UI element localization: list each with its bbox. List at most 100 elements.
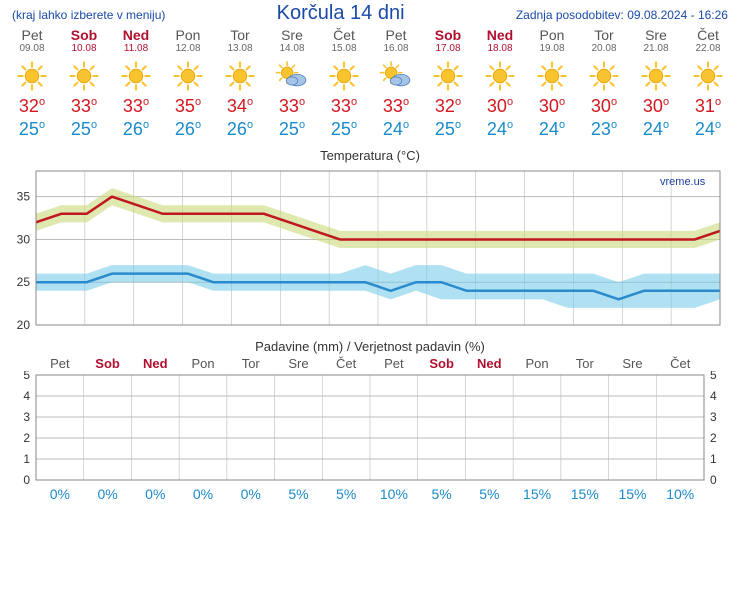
temp-high: 30o [630, 96, 682, 117]
day-date: 14.08 [266, 43, 318, 54]
day-column: Sob 10.08 33o 25o [58, 25, 110, 144]
weather-icon [6, 54, 58, 94]
day-name: Sob [58, 27, 110, 43]
weather-icon [58, 54, 110, 94]
weather-icon [474, 54, 526, 94]
weather-icon [318, 54, 370, 94]
temp-low: 24o [526, 119, 578, 140]
header: (kraj lahko izberete v meniju) Korčula 1… [0, 0, 740, 25]
day-date: 18.08 [474, 43, 526, 54]
precip-day-label: Sob [418, 356, 466, 371]
svg-text:35: 35 [17, 190, 31, 204]
day-column: Pet 09.08 32o 25o [6, 25, 58, 144]
precip-chart-block: Padavine (mm) / Verjetnost padavin (%) P… [0, 339, 740, 502]
temp-high: 30o [578, 96, 630, 117]
temp-high: 33o [58, 96, 110, 117]
day-date: 12.08 [162, 43, 214, 54]
precip-probabilities: 0%0%0%0%0%5%5%10%5%5%15%15%15%10% [0, 486, 740, 502]
weather-icon [630, 54, 682, 94]
forecast-table: Pet 09.08 32o 25o Sob 10.08 33o 25o Ned … [0, 25, 740, 144]
temp-high: 31o [682, 96, 734, 117]
day-date: 15.08 [318, 43, 370, 54]
day-date: 16.08 [370, 43, 422, 54]
precip-prob-value: 0% [36, 486, 84, 502]
precip-day-label: Pon [179, 356, 227, 371]
precip-prob-value: 0% [179, 486, 227, 502]
day-date: 10.08 [58, 43, 110, 54]
svg-text:20: 20 [17, 318, 31, 332]
day-name: Pet [370, 27, 422, 43]
temp-low: 25o [422, 119, 474, 140]
temperature-chart-block: Temperatura (°C) 20253035vreme.us [0, 148, 740, 335]
precip-prob-value: 5% [322, 486, 370, 502]
svg-text:3: 3 [23, 410, 30, 424]
precip-day-label: Sre [609, 356, 657, 371]
temp-low: 26o [110, 119, 162, 140]
weather-icon [578, 54, 630, 94]
precip-day-label: Ned [465, 356, 513, 371]
svg-text:25: 25 [17, 275, 31, 289]
day-column: Sob 17.08 32o 25o [422, 25, 474, 144]
day-column: Čet 15.08 33o 25o [318, 25, 370, 144]
day-name: Pet [6, 27, 58, 43]
temp-high: 32o [6, 96, 58, 117]
day-date: 21.08 [630, 43, 682, 54]
page-title: Korčula 14 dni [277, 2, 405, 25]
precip-day-label: Pet [36, 356, 84, 371]
svg-text:1: 1 [710, 452, 717, 466]
svg-text:4: 4 [710, 389, 717, 403]
temp-low: 26o [214, 119, 266, 140]
temp-high: 33o [266, 96, 318, 117]
precip-prob-value: 10% [370, 486, 418, 502]
day-column: Pet 16.08 33o 24o [370, 25, 422, 144]
temp-low: 24o [682, 119, 734, 140]
svg-text:2: 2 [23, 431, 30, 445]
temp-low: 26o [162, 119, 214, 140]
precip-prob-value: 15% [513, 486, 561, 502]
day-name: Sob [422, 27, 474, 43]
day-date: 17.08 [422, 43, 474, 54]
precip-prob-value: 0% [131, 486, 179, 502]
precip-day-label: Čet [656, 356, 704, 371]
svg-text:1: 1 [23, 452, 30, 466]
precip-chart: 001122334455 [0, 371, 740, 486]
temp-low: 25o [6, 119, 58, 140]
day-name: Čet [682, 27, 734, 43]
day-column: Sre 14.08 33o 25o [266, 25, 318, 144]
day-name: Tor [578, 27, 630, 43]
day-date: 11.08 [110, 43, 162, 54]
day-name: Ned [474, 27, 526, 43]
day-column: Tor 20.08 30o 23o [578, 25, 630, 144]
day-date: 13.08 [214, 43, 266, 54]
day-name: Čet [318, 27, 370, 43]
day-date: 09.08 [6, 43, 58, 54]
precip-prob-value: 5% [275, 486, 323, 502]
precip-prob-value: 5% [465, 486, 513, 502]
day-date: 19.08 [526, 43, 578, 54]
day-column: Čet 22.08 31o 24o [682, 25, 734, 144]
precip-day-label: Sre [275, 356, 323, 371]
temp-low: 23o [578, 119, 630, 140]
temp-low: 24o [474, 119, 526, 140]
temp-high: 34o [214, 96, 266, 117]
weather-icon [266, 54, 318, 94]
day-date: 20.08 [578, 43, 630, 54]
temp-high: 33o [318, 96, 370, 117]
temp-low: 25o [318, 119, 370, 140]
svg-text:4: 4 [23, 389, 30, 403]
precip-prob-value: 10% [656, 486, 704, 502]
temp-high: 30o [474, 96, 526, 117]
day-column: Tor 13.08 34o 26o [214, 25, 266, 144]
day-name: Ned [110, 27, 162, 43]
precip-day-label: Ned [131, 356, 179, 371]
day-column: Pon 19.08 30o 24o [526, 25, 578, 144]
day-column: Ned 18.08 30o 24o [474, 25, 526, 144]
precip-prob-value: 0% [84, 486, 132, 502]
precip-day-label: Tor [561, 356, 609, 371]
temp-low: 25o [266, 119, 318, 140]
temp-high: 32o [422, 96, 474, 117]
svg-text:vreme.us: vreme.us [660, 176, 706, 188]
precip-prob-value: 5% [418, 486, 466, 502]
precip-day-label: Pon [513, 356, 561, 371]
day-column: Sre 21.08 30o 24o [630, 25, 682, 144]
